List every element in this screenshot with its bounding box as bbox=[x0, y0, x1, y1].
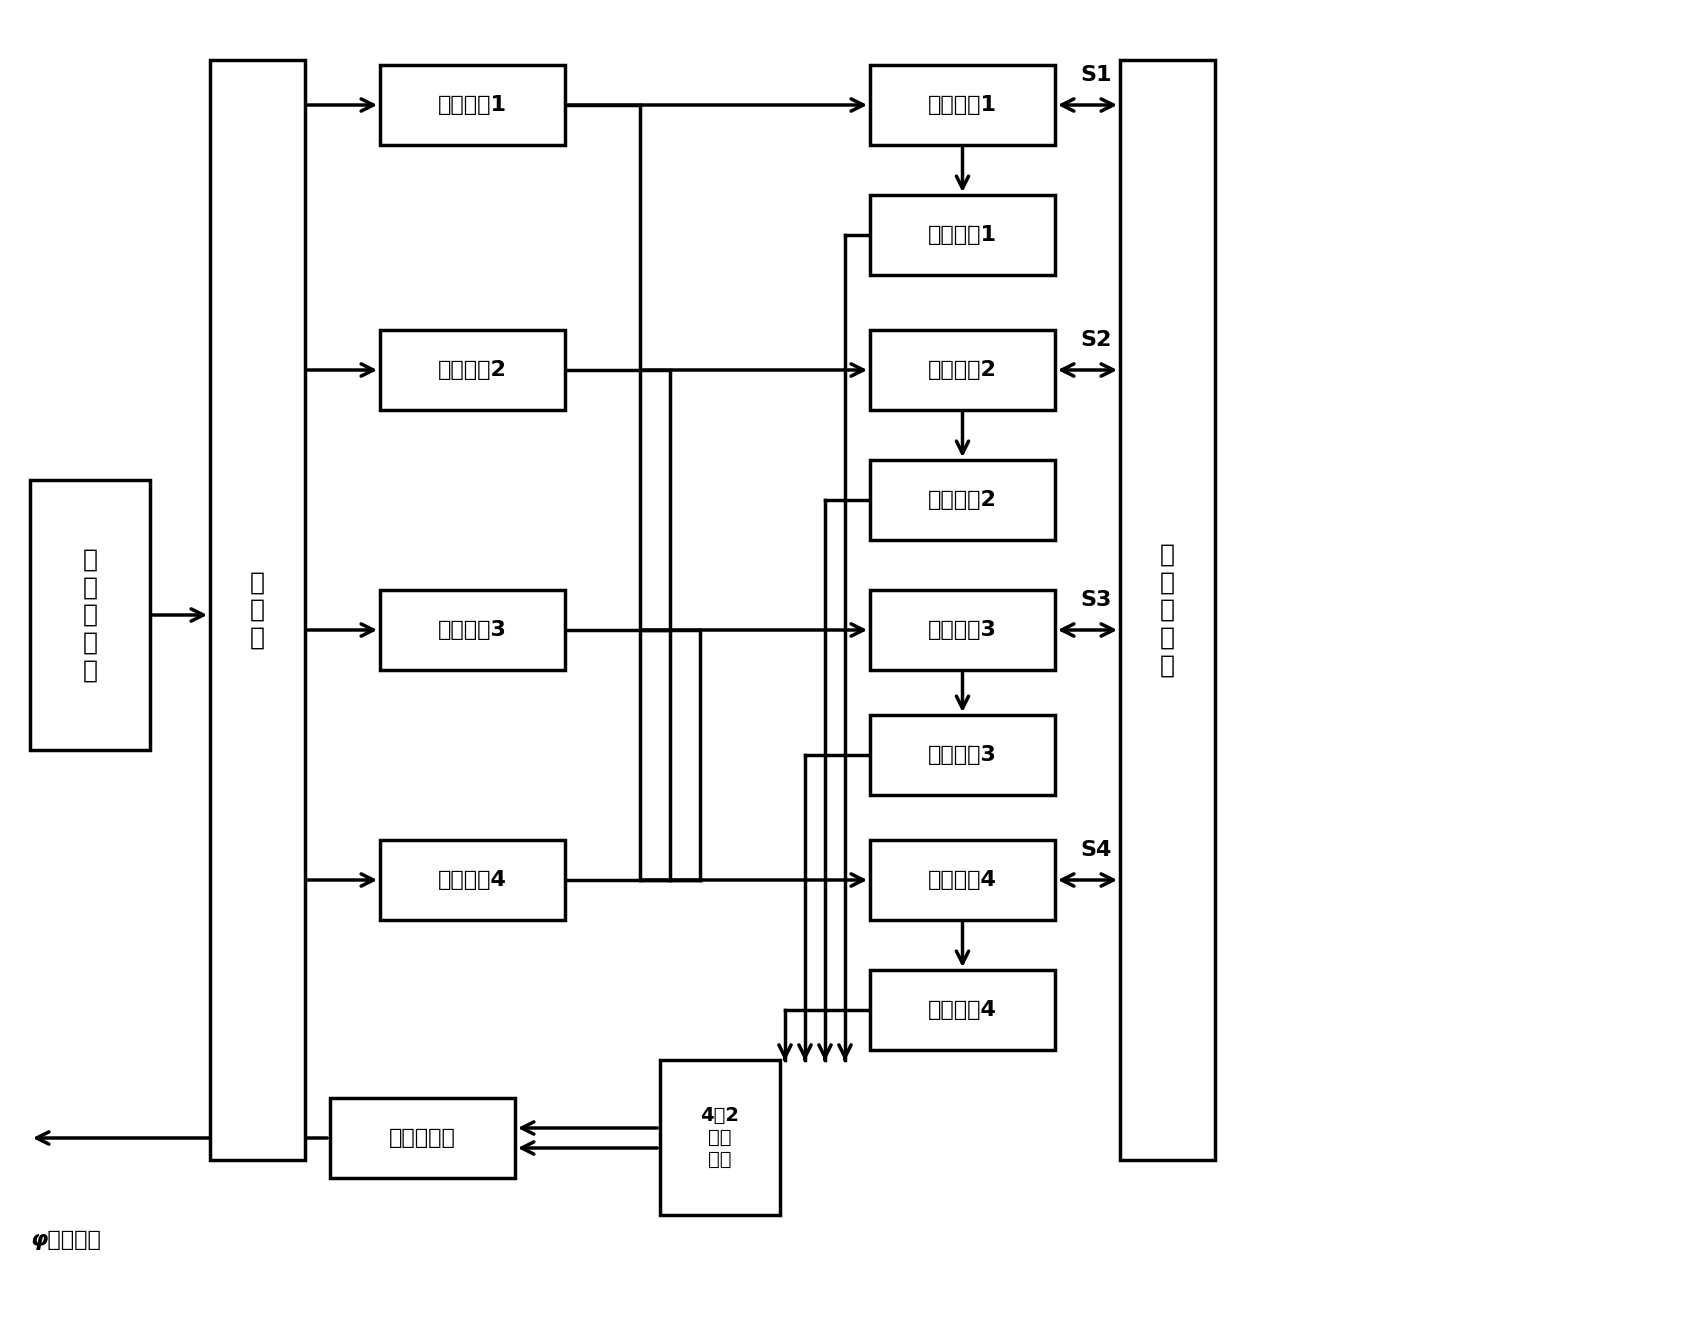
Text: 收发开关3: 收发开关3 bbox=[928, 620, 997, 640]
Text: 收发开关2: 收发开关2 bbox=[928, 360, 997, 380]
Text: S2: S2 bbox=[1079, 329, 1111, 349]
Bar bbox=[330, 1098, 515, 1178]
Bar bbox=[871, 66, 1054, 145]
Text: 接收通道1: 接收通道1 bbox=[928, 225, 997, 245]
Text: 收发开关1: 收发开关1 bbox=[928, 95, 997, 115]
Bar bbox=[1120, 60, 1214, 1160]
Text: 功
分
器: 功 分 器 bbox=[249, 570, 264, 649]
Text: S3: S3 bbox=[1079, 590, 1111, 611]
Bar bbox=[210, 60, 305, 1160]
Text: S4: S4 bbox=[1079, 840, 1111, 860]
Bar bbox=[871, 461, 1054, 540]
Bar bbox=[381, 329, 566, 410]
Text: 4选2
矩阵
开关: 4选2 矩阵 开关 bbox=[701, 1106, 739, 1169]
Text: S1: S1 bbox=[1079, 66, 1111, 84]
Bar bbox=[871, 195, 1054, 274]
Text: 收发开关4: 收发开关4 bbox=[928, 870, 997, 890]
Text: 接收通道2: 接收通道2 bbox=[928, 490, 997, 510]
Text: 接收通道3: 接收通道3 bbox=[928, 744, 997, 765]
Text: 发射通道3: 发射通道3 bbox=[438, 620, 507, 640]
Text: 相位比较器: 相位比较器 bbox=[389, 1127, 456, 1148]
Bar bbox=[381, 590, 566, 670]
Text: 接收通道4: 接收通道4 bbox=[928, 1000, 997, 1020]
Text: 发射通道2: 发射通道2 bbox=[438, 360, 507, 380]
Text: φ：相位差: φ：相位差 bbox=[30, 1231, 101, 1251]
Bar bbox=[660, 1060, 780, 1214]
Bar bbox=[381, 840, 566, 920]
Bar bbox=[871, 969, 1054, 1050]
Bar bbox=[30, 479, 150, 750]
Bar bbox=[871, 329, 1054, 410]
Text: 发射通道1: 发射通道1 bbox=[438, 95, 507, 115]
Text: 四
单
元
天
线: 四 单 元 天 线 bbox=[1160, 542, 1175, 678]
Bar bbox=[871, 715, 1054, 795]
Bar bbox=[381, 66, 566, 145]
Text: 校
准
源
信
号: 校 准 源 信 号 bbox=[83, 548, 98, 683]
Bar bbox=[871, 590, 1054, 670]
Bar bbox=[871, 840, 1054, 920]
Text: 发射通道4: 发射通道4 bbox=[438, 870, 507, 890]
